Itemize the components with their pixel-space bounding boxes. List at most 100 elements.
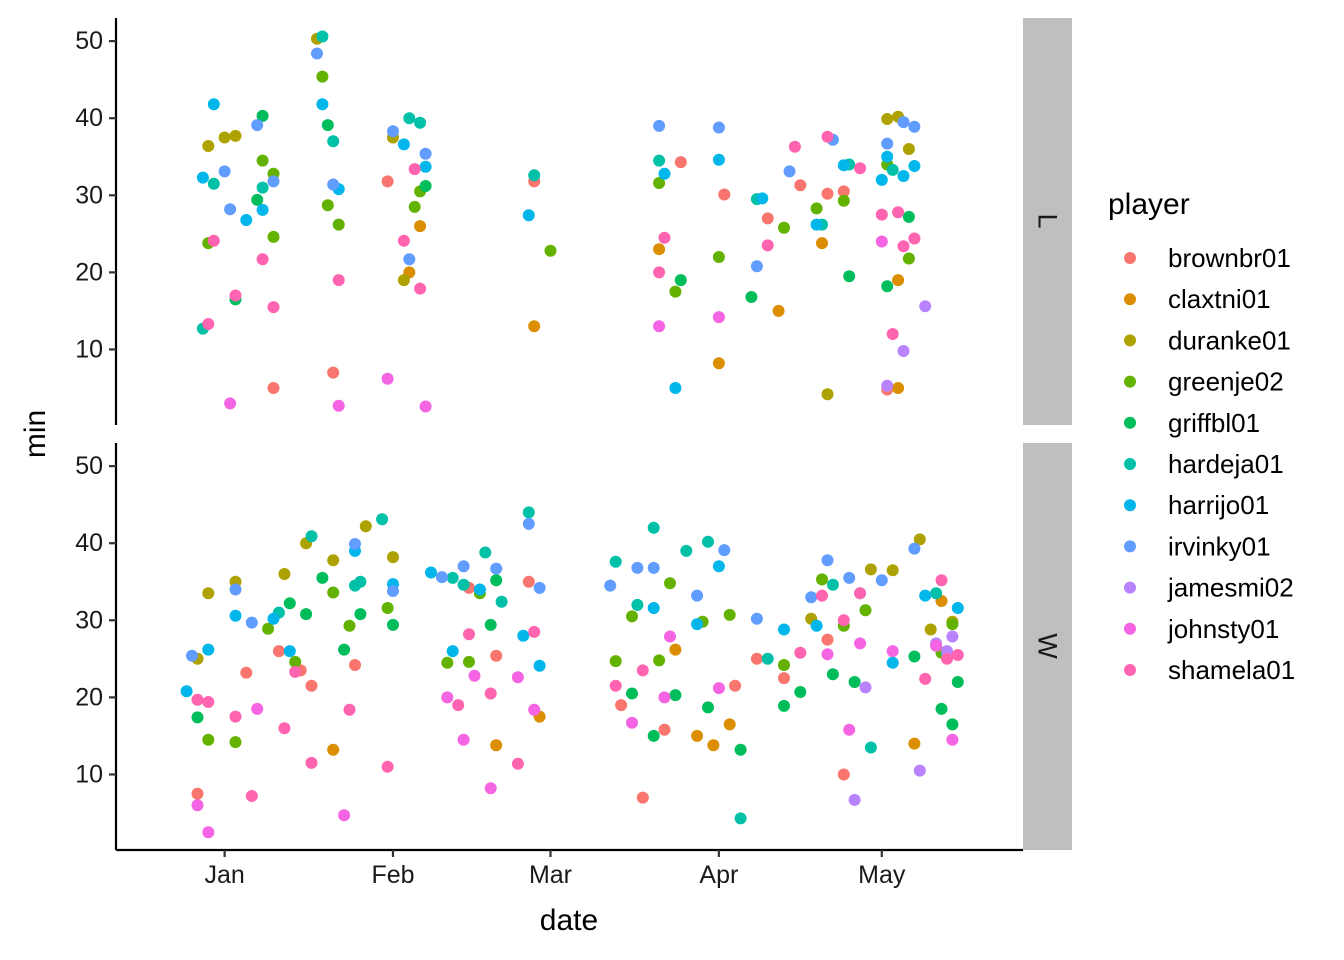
data-point-harrijo01 xyxy=(517,629,530,642)
data-point-irvinky01 xyxy=(387,585,399,597)
data-point-greenje02 xyxy=(609,655,622,668)
data-point-hardeja01 xyxy=(680,544,693,557)
data-point-hardeja01 xyxy=(479,546,492,559)
data-point-claxtni01 xyxy=(653,243,666,256)
data-point-greenje02 xyxy=(321,199,334,212)
data-point-shamela01 xyxy=(397,234,410,247)
data-point-harrijo01 xyxy=(425,566,437,579)
data-point-shamela01 xyxy=(414,282,427,295)
data-point-brownbr01 xyxy=(658,723,671,736)
legend-title: player xyxy=(1108,188,1190,221)
data-point-claxtni01 xyxy=(816,237,828,250)
legend-items: brownbr01 claxtni01 duranke01 greenje02 grif… xyxy=(1124,243,1295,685)
data-point-duranke01 xyxy=(902,143,915,155)
data-point-claxtni01 xyxy=(892,382,905,394)
data-point-irvinky01 xyxy=(251,119,264,132)
data-point-shamela01 xyxy=(908,232,921,245)
y-tick-label: 20 xyxy=(75,258,103,286)
data-point-greenje02 xyxy=(544,244,557,257)
facet-strip-w: W xyxy=(1023,443,1072,850)
data-point-shamela01 xyxy=(229,289,242,302)
data-point-greenje02 xyxy=(316,70,329,83)
data-point-shamela01 xyxy=(528,625,541,638)
data-point-harrijo01 xyxy=(810,619,823,632)
legend-key-jamesmi02 xyxy=(1124,581,1136,594)
data-point-hardeja01 xyxy=(886,163,899,176)
data-point-griffbl01 xyxy=(734,743,747,756)
data-point-harrijo01 xyxy=(446,645,459,658)
legend-label-duranke01: duranke01 xyxy=(1168,325,1291,355)
data-point-greenje02 xyxy=(859,604,872,617)
data-point-harrijo01 xyxy=(229,609,242,622)
data-point-hardeja01 xyxy=(414,116,427,129)
facet-strip-l-background xyxy=(1023,18,1072,425)
data-point-griffbl01 xyxy=(283,597,296,610)
data-point-greenje02 xyxy=(664,577,676,590)
data-point-griffbl01 xyxy=(902,210,915,223)
legend-label-griffbl01: griffbl01 xyxy=(1168,408,1260,438)
data-point-duranke01 xyxy=(864,563,877,576)
data-point-greenje02 xyxy=(332,218,345,231)
data-point-brownbr01 xyxy=(490,649,503,662)
data-point-harrijo01 xyxy=(881,150,894,163)
data-point-duranke01 xyxy=(397,274,410,287)
facet-strip-l: L xyxy=(1023,18,1072,425)
data-point-hardeja01 xyxy=(653,154,666,167)
data-point-brownbr01 xyxy=(674,156,687,169)
data-point-shamela01 xyxy=(821,130,834,143)
legend-item-hardeja01: hardeja01 xyxy=(1124,449,1284,479)
data-point-hardeja01 xyxy=(930,587,943,600)
data-point-harrijo01 xyxy=(647,602,660,614)
data-point-shamela01 xyxy=(951,649,964,661)
data-point-griffbl01 xyxy=(745,291,758,303)
data-point-griffbl01 xyxy=(490,574,503,587)
data-point-johnsty01 xyxy=(511,671,524,684)
data-point-brownbr01 xyxy=(191,787,204,800)
data-point-johnsty01 xyxy=(653,320,666,333)
data-point-duranke01 xyxy=(278,568,291,580)
data-point-hardeja01 xyxy=(647,521,660,534)
data-point-irvinky01 xyxy=(403,253,416,266)
legend-item-harrijo01: harrijo01 xyxy=(1124,490,1269,520)
data-point-claxtni01 xyxy=(723,718,736,731)
data-point-shamela01 xyxy=(875,208,888,221)
data-point-irvinky01 xyxy=(805,591,818,604)
data-point-harrijo01 xyxy=(691,618,704,631)
data-point-jamesmi02 xyxy=(919,300,932,313)
data-point-shamela01 xyxy=(919,672,932,685)
data-point-irvinky01 xyxy=(908,120,921,133)
data-point-irvinky01 xyxy=(843,571,856,584)
legend-item-johnsty01: johnsty01 xyxy=(1124,614,1279,644)
data-point-irvinky01 xyxy=(691,589,704,602)
data-point-duranke01 xyxy=(924,623,937,636)
data-point-harrijo01 xyxy=(283,645,296,658)
data-point-harrijo01 xyxy=(712,153,725,166)
data-point-shamela01 xyxy=(886,328,899,340)
data-point-jamesmi02 xyxy=(881,379,894,392)
data-point-johnsty01 xyxy=(419,400,432,413)
data-point-griffbl01 xyxy=(848,676,861,688)
legend-label-brownbr01: brownbr01 xyxy=(1168,243,1291,273)
data-point-harrijo01 xyxy=(240,214,253,226)
data-point-greenje02 xyxy=(381,602,394,614)
data-point-irvinky01 xyxy=(750,612,763,625)
data-point-shamela01 xyxy=(463,628,475,641)
data-point-harrijo01 xyxy=(202,643,215,656)
data-point-irvinky01 xyxy=(435,571,448,584)
data-point-greenje02 xyxy=(343,619,356,632)
data-point-harrijo01 xyxy=(908,160,921,172)
data-point-claxtni01 xyxy=(691,729,704,742)
y-tick-label: 50 xyxy=(75,452,103,480)
data-point-shamela01 xyxy=(788,140,801,153)
legend-key-shamela01 xyxy=(1124,664,1136,676)
data-point-irvinky01 xyxy=(631,561,644,574)
data-point-duranke01 xyxy=(202,140,215,152)
x-tick-label: Jan xyxy=(204,861,244,889)
data-point-shamela01 xyxy=(202,696,215,708)
data-point-griffbl01 xyxy=(256,109,269,122)
data-point-duranke01 xyxy=(886,564,899,577)
data-point-harrijo01 xyxy=(875,173,888,186)
data-point-brownbr01 xyxy=(272,645,285,658)
data-point-greenje02 xyxy=(810,202,823,215)
data-point-irvinky01 xyxy=(349,538,361,550)
